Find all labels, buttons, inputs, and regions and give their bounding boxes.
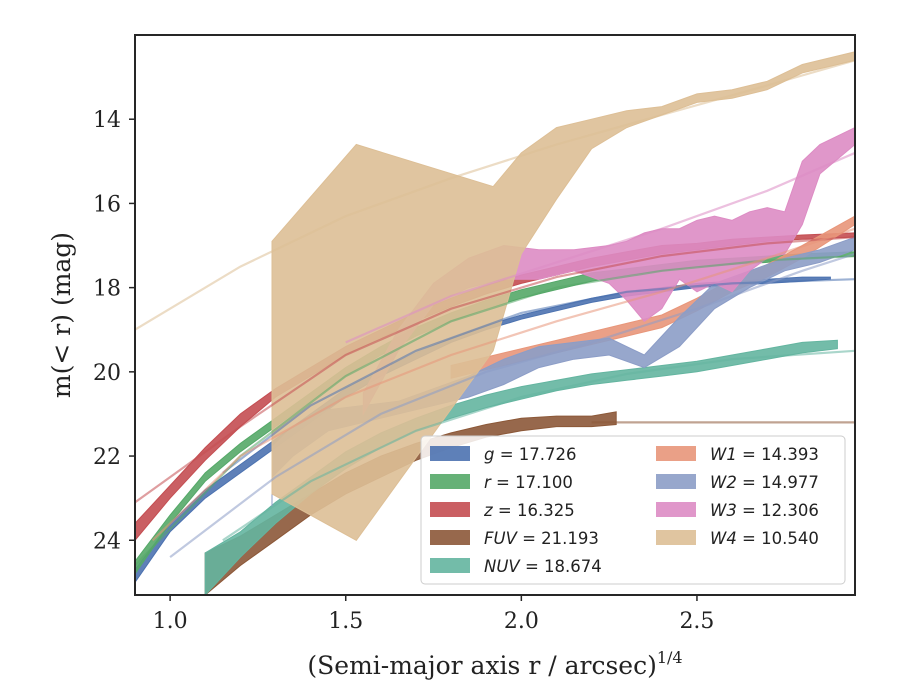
y-tick-label: 14 (93, 108, 121, 133)
y-tick-label: 16 (93, 192, 121, 217)
legend-label-fuv: FUV = 21.193 (484, 529, 599, 548)
x-axis-ticks: 1.0 1.5 2.0 2.5 (153, 595, 714, 634)
model-curve-z (135, 236, 855, 504)
x-tick-label: 1.0 (153, 609, 188, 634)
legend-swatch-w2 (656, 474, 696, 489)
legend-label-z: z = 16.325 (483, 501, 575, 520)
model-curve-nuv (222, 349, 855, 542)
legend-swatch-z (430, 502, 470, 517)
legend-swatch-fuv (430, 530, 470, 545)
legend-swatch-w4 (656, 530, 696, 545)
y-tick-label: 24 (93, 529, 121, 554)
y-axis-ticks: 14 16 18 20 22 24 (93, 108, 135, 554)
x-axis-title: (Semi-major axis r / arcsec)1/4 (307, 648, 682, 680)
y-tick-label: 18 (93, 277, 121, 302)
model-curves (135, 59, 855, 567)
model-curve-w3 (345, 151, 855, 344)
legend-swatch-g (430, 446, 470, 461)
legend-label-w1: W1 = 14.393 (710, 445, 819, 464)
legend-label-nuv: NUV = 18.674 (484, 557, 602, 576)
y-tick-label: 22 (93, 445, 121, 470)
model-curve-w2 (169, 252, 855, 558)
legend-label-w2: W2 = 14.977 (710, 473, 819, 492)
band-w4 (271, 51, 855, 541)
x-tick-label: 1.5 (328, 609, 363, 634)
legend-swatch-w3 (656, 502, 696, 517)
x-tick-label: 2.0 (504, 609, 539, 634)
legend-swatch-w1 (656, 446, 696, 461)
x-axis-title-main: (Semi-major axis r / arcsec) (307, 651, 656, 680)
legend-frame (420, 435, 846, 585)
y-axis-title: m(< r) (mag) (47, 232, 76, 398)
model-curve-r (135, 255, 855, 567)
y-tick-label: 20 (93, 361, 121, 386)
plot-frame (134, 34, 856, 596)
x-tick-label: 2.5 (679, 609, 714, 634)
legend-label-g: g = 17.726 (484, 445, 577, 464)
legend-label-w3: W3 = 12.306 (710, 501, 819, 520)
model-curve-w4 (135, 59, 855, 331)
legend-swatch-r (430, 474, 470, 489)
legend-label-w4: W4 = 10.540 (710, 529, 819, 548)
model-curve-g (222, 278, 855, 474)
legend-swatch-nuv (430, 558, 470, 573)
model-curve-w1 (151, 227, 855, 542)
x-axis-title-exponent: 1/4 (657, 648, 683, 667)
legend-label-r: r = 17.100 (484, 473, 573, 492)
legend: g = 17.726 r = 17.100 z = 16.325 FUV = 21.1… (420, 435, 846, 585)
